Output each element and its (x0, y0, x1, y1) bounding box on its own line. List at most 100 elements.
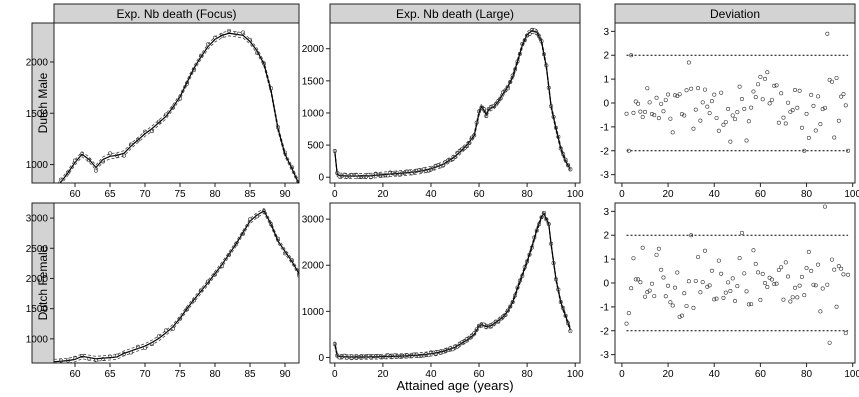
observed-point-female-large (527, 252, 532, 257)
observed-point-female-large (419, 353, 424, 358)
panel-female-focus: 60 65 70 75 80 85 90 1000 1500 2000 2500 3000 (26, 202, 300, 380)
deviation-point-male-deviation (668, 116, 673, 121)
observed-point-female-large (546, 221, 551, 226)
deviation-point-female-deviation (804, 266, 809, 271)
deviation-point-female-deviation (746, 302, 751, 307)
deviation-point-male-deviation (753, 95, 758, 100)
observed-point-female-large (534, 228, 539, 233)
observed-point-female-large (421, 353, 426, 358)
x-tick-label-female-deviation: 40 (709, 369, 721, 380)
lower-band-line-female-large (334, 215, 571, 360)
deviation-point-female-deviation (642, 294, 647, 299)
deviation-point-male-deviation (829, 79, 834, 84)
deviation-point-male-deviation (792, 88, 797, 93)
observed-point-male-focus (248, 37, 253, 42)
observed-point-female-large (438, 350, 443, 355)
observed-point-male-focus (234, 31, 239, 36)
y-tick-label-female-focus: 3000 (26, 214, 49, 225)
observed-point-male-large (515, 59, 520, 64)
observed-point-female-large (436, 349, 441, 354)
observed-point-male-large (436, 163, 441, 168)
deviation-point-male-deviation (689, 86, 694, 91)
deviation-point-female-deviation (779, 265, 784, 270)
panel-frame-female-large (329, 202, 581, 364)
observed-point-female-large (380, 354, 385, 359)
panel-plot-male-deviation (624, 31, 851, 153)
observed-point-female-focus (108, 354, 113, 359)
observed-point-male-large (414, 168, 419, 173)
observed-point-male-large (472, 133, 477, 138)
deviation-point-female-deviation (693, 278, 698, 283)
deviation-point-male-deviation (719, 90, 724, 95)
observed-point-male-focus (282, 150, 287, 155)
deviation-point-male-deviation (698, 118, 703, 123)
deviation-point-male-deviation (649, 112, 654, 117)
column-title-focus: Exp. Nb death (Focus) (53, 3, 300, 24)
deviation-point-female-deviation (806, 249, 811, 254)
x-tick-label-male-focus: 85 (244, 189, 256, 200)
deviation-point-female-deviation (839, 266, 844, 271)
observed-point-male-large (416, 168, 421, 173)
observed-point-female-large (551, 261, 556, 266)
panel-frame-male-deviation (614, 22, 856, 184)
observed-point-female-focus (171, 326, 176, 331)
observed-point-male-large (388, 170, 393, 175)
deviation-point-male-deviation (666, 92, 671, 97)
column-title-large: Exp. Nb death (Large) (329, 3, 581, 24)
observed-point-female-large (556, 287, 561, 292)
deviation-point-male-deviation (834, 75, 839, 80)
x-tick-label-female-deviation: 60 (755, 369, 767, 380)
observed-point-female-large (568, 329, 573, 334)
upper-band-line-male-focus (57, 30, 299, 183)
observed-point-female-large (539, 215, 544, 220)
observed-point-male-focus (178, 96, 183, 101)
observed-point-male-focus (87, 158, 92, 163)
observed-point-male-large (426, 168, 431, 173)
x-tick-label-female-focus: 70 (139, 369, 151, 380)
deviation-point-male-deviation (682, 113, 687, 118)
observed-point-male-large (477, 109, 482, 114)
panel-plot-female-focus (54, 207, 299, 363)
x-tick-label-male-deviation: 20 (663, 189, 675, 200)
observed-point-female-large (513, 293, 518, 298)
observed-point-male-large (561, 152, 566, 157)
observed-point-male-focus (73, 158, 78, 163)
deviation-point-female-deviation (832, 267, 837, 272)
observed-point-male-large (352, 172, 357, 177)
panel-female-deviation: 0 20 40 60 80 100 -3 -2 -1 0 1 2 3 (600, 202, 859, 380)
observed-point-male-large (496, 99, 501, 104)
observed-point-female-focus (206, 279, 211, 284)
observed-point-female-focus (255, 214, 260, 219)
observed-point-male-large (469, 135, 474, 140)
deviation-point-female-deviation (684, 303, 689, 308)
observed-point-female-large (561, 306, 566, 311)
observed-point-male-large (544, 63, 549, 68)
deviation-point-male-deviation (774, 83, 779, 88)
x-tick-label-male-focus: 90 (279, 189, 291, 200)
observed-point-male-large (556, 134, 561, 139)
observed-point-female-focus (122, 351, 127, 356)
observed-point-female-large (484, 324, 489, 329)
observed-point-female-large (517, 278, 522, 283)
observed-point-female-focus (199, 288, 204, 293)
observed-point-male-large (373, 171, 378, 176)
deviation-point-male-deviation (843, 103, 848, 108)
observed-point-male-large (537, 34, 542, 39)
observed-point-male-large (549, 104, 554, 109)
x-tick-label-female-large: 60 (473, 369, 485, 380)
y-tick-label-male-large: 500 (307, 141, 324, 152)
observed-point-female-large (452, 344, 457, 349)
observed-point-male-large (484, 113, 489, 118)
deviation-point-male-deviation (751, 89, 756, 94)
deviation-point-female-deviation (638, 280, 643, 285)
deviation-point-male-deviation (818, 122, 823, 127)
observed-point-male-large (400, 171, 405, 176)
deviation-point-female-deviation (649, 281, 654, 286)
observed-point-female-large (549, 241, 554, 246)
row-title-female-label: Dutch Female (36, 245, 50, 320)
deviation-point-female-deviation (675, 270, 680, 275)
observed-point-male-focus (122, 153, 127, 158)
x-tick-label-female-large: 0 (332, 369, 338, 380)
observed-point-female-focus (227, 252, 232, 257)
deviation-point-female-deviation (765, 284, 770, 289)
